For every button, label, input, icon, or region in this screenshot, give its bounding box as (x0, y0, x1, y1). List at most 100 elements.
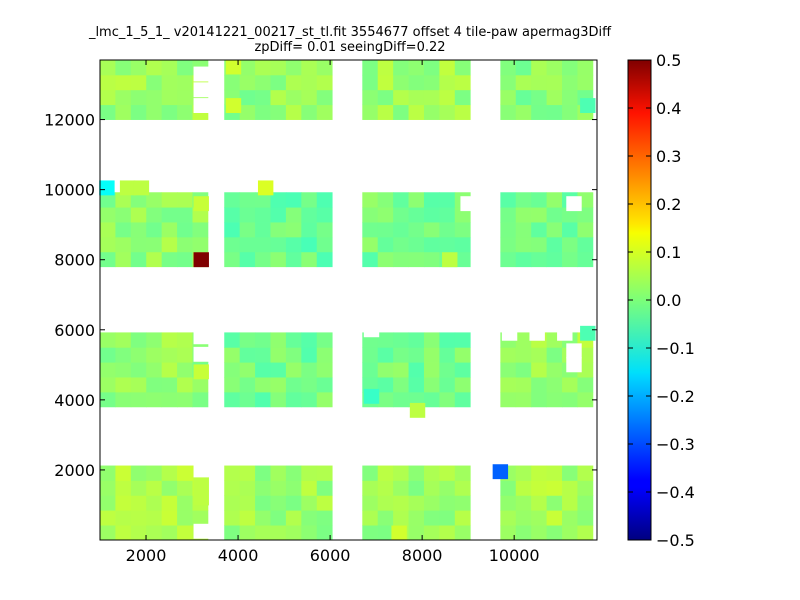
heatmap-cell (577, 74, 594, 91)
heatmap-cell (115, 347, 132, 363)
heatmap-cell (255, 251, 271, 268)
empty-cell (557, 325, 573, 341)
x-tick-label: 2000 (126, 546, 167, 565)
empty-cell (363, 322, 380, 338)
heatmap-cell (362, 222, 379, 238)
heatmap-cell (423, 332, 440, 348)
heatmap-cell (546, 465, 563, 481)
heatmap-cell (119, 180, 136, 196)
heatmap-cell (454, 510, 471, 526)
heatmap-cell (100, 347, 116, 363)
heatmap-cell (515, 510, 532, 526)
heatmap-cell (423, 525, 440, 541)
heatmap-cell (100, 510, 116, 526)
heatmap-cell (546, 362, 563, 378)
heatmap-cell (393, 104, 409, 120)
x-tick-label: 4000 (218, 546, 259, 565)
heatmap-cell (408, 347, 425, 363)
heatmap-cell (423, 207, 440, 223)
heatmap-cell (454, 222, 471, 238)
heatmap-cell (177, 74, 193, 91)
colorbar-tick-label: −0.3 (656, 435, 695, 454)
empty-cell (193, 98, 209, 113)
heatmap-cell (161, 192, 178, 208)
empty-cell (193, 82, 209, 98)
heatmap-cell (301, 74, 318, 91)
heatmap-cell (500, 525, 517, 541)
heatmap-cell (161, 510, 178, 526)
heatmap-cell (255, 236, 271, 253)
heatmap-cell (301, 60, 318, 76)
heatmap-cell (531, 60, 548, 76)
heatmap-cell (301, 480, 318, 496)
heatmap-cell (362, 74, 379, 91)
heatmap-cell (177, 236, 193, 253)
heatmap-cell (115, 362, 132, 378)
heatmap-cell (161, 236, 178, 253)
heatmap-cell (531, 207, 548, 223)
heatmap-cell (531, 251, 548, 268)
heatmap-cell (377, 495, 394, 511)
heatmap-cell (377, 236, 394, 253)
heatmap-cell (316, 236, 333, 253)
heatmap-cell (500, 347, 517, 363)
heatmap-cell (100, 525, 116, 541)
heatmap-cell (270, 480, 287, 496)
heatmap-cell (362, 480, 379, 496)
heatmap-cell (177, 222, 193, 238)
heatmap-cell (130, 480, 147, 496)
heatmap-cell (454, 251, 471, 268)
heatmap-cell (224, 495, 241, 511)
heatmap-cell (270, 495, 287, 511)
heatmap-cell (193, 252, 209, 268)
heatmap-cell (423, 347, 440, 363)
heatmap-cell (177, 251, 193, 268)
heatmap-cell (546, 192, 563, 208)
x-tick-label: 8000 (402, 546, 443, 565)
heatmap-cell (301, 104, 318, 120)
heatmap-cell (408, 480, 425, 496)
heatmap-cell (423, 251, 440, 268)
y-tick-label: 6000 (54, 321, 95, 340)
heatmap-cell (531, 525, 548, 541)
heatmap-cell (515, 377, 532, 393)
heatmap-cell (492, 464, 509, 480)
heatmap-cell (500, 495, 517, 511)
heatmap-cell (393, 192, 409, 208)
heatmap-cell (546, 207, 563, 223)
heatmap-cell (439, 332, 456, 348)
heatmap-cell (239, 480, 256, 496)
heatmap-cell (115, 89, 132, 106)
heatmap-cell (562, 391, 578, 408)
heatmap-cell (515, 60, 532, 76)
heatmap-cell (377, 332, 394, 348)
y-tick-label: 12000 (44, 111, 95, 130)
heatmap-cell (224, 236, 241, 253)
heatmap-cell (393, 332, 409, 348)
heatmap-cell (301, 465, 318, 481)
heatmap-cell (239, 104, 256, 120)
heatmap-cell (377, 391, 394, 408)
heatmap-cell (531, 192, 548, 208)
heatmap-cell (146, 222, 163, 238)
heatmap-cell (377, 362, 394, 378)
heatmap-cell (546, 60, 563, 76)
heatmap-cell (255, 391, 271, 408)
heatmap-cell (316, 347, 333, 363)
heatmap-cell (161, 60, 178, 76)
heatmap-cell (301, 207, 318, 223)
colorbar-tick-label: 0.1 (656, 243, 681, 262)
heatmap-cell (500, 74, 517, 91)
heatmap-cell (454, 465, 471, 481)
heatmap-cell (408, 465, 425, 481)
heatmap-cell (224, 377, 241, 393)
heatmap-cell (285, 60, 302, 76)
heatmap-cell (562, 480, 578, 496)
heatmap-cell (393, 465, 409, 481)
heatmap-cell (362, 251, 379, 268)
heatmap-cell (377, 525, 394, 541)
colorbar-tick-label: 0.5 (656, 51, 681, 70)
heatmap-cell (515, 74, 532, 91)
heatmap-cell (285, 495, 302, 511)
heatmap-cell (316, 480, 333, 496)
